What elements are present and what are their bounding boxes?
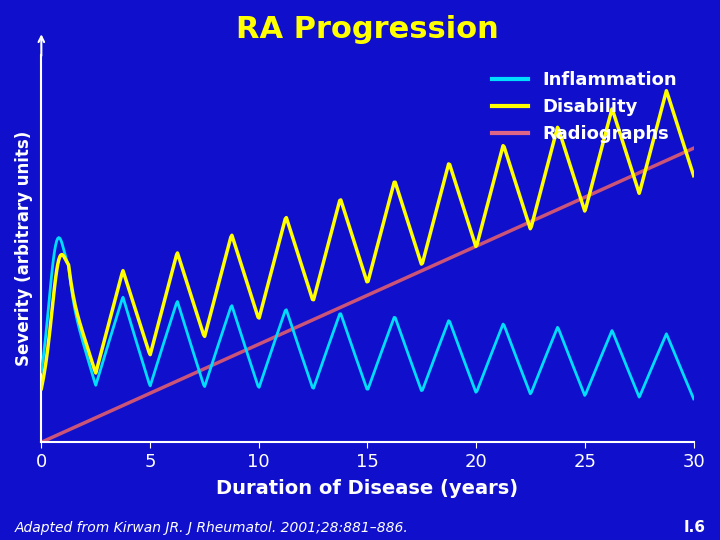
Legend: Inflammation, Disability, Radiographs: Inflammation, Disability, Radiographs	[485, 64, 685, 150]
Title: RA Progression: RA Progression	[236, 15, 499, 44]
X-axis label: Duration of Disease (years): Duration of Disease (years)	[217, 479, 518, 498]
Text: Adapted from Kirwan JR. J Rheumatol. 2001;28:881–886.: Adapted from Kirwan JR. J Rheumatol. 200…	[14, 521, 408, 535]
Y-axis label: Severity (arbitrary units): Severity (arbitrary units)	[15, 131, 33, 366]
Text: I.6: I.6	[683, 519, 706, 535]
